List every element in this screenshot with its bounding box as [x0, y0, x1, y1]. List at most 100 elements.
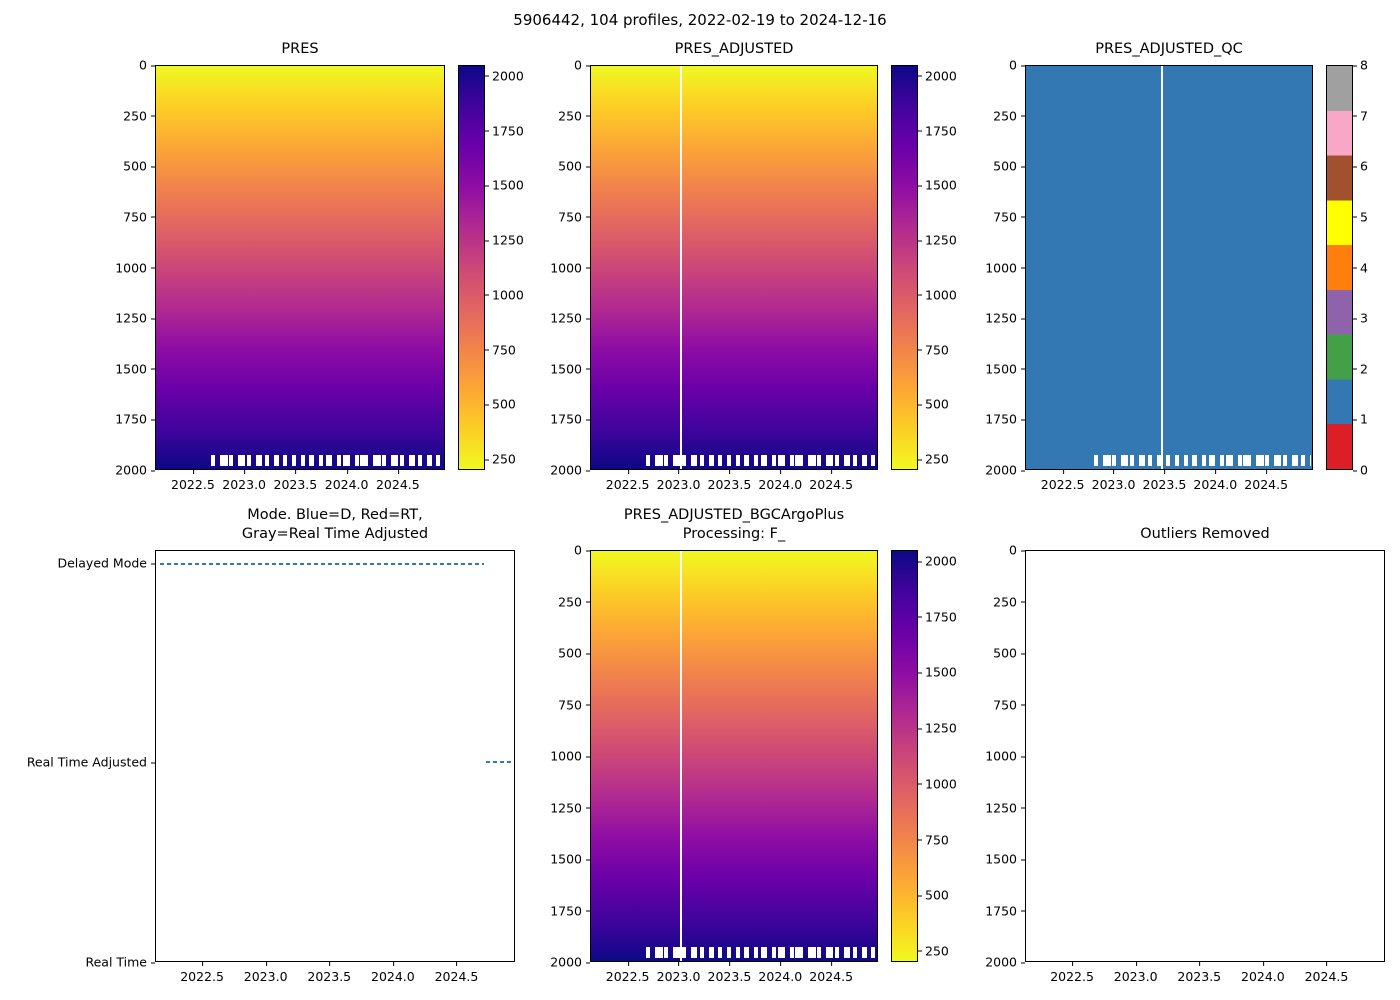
- colorbar-tick-label: 750: [918, 832, 949, 847]
- x-tick-labels-outliers-removed: 2022.5 2023.0 2023.5 2024.0 2024.5: [1025, 962, 1385, 985]
- y-tick-label: 250: [123, 108, 155, 124]
- plot-title-pres-adjusted-qc: PRES_ADJUSTED_QC: [1095, 41, 1243, 58]
- x-tick-label: 2023.5: [307, 962, 352, 984]
- y-tick-label: 0: [574, 542, 590, 558]
- y-tick-label: 1500: [115, 361, 155, 377]
- missing-profile-gap-line: [1161, 66, 1164, 469]
- missing-deep-data-marks: [1093, 455, 1311, 466]
- plot-pres-adjusted-bgc: PRES_ADJUSTED_BGCArgoPlus Processing: F_…: [550, 507, 957, 984]
- y-category-labels-mode: Delayed Mode Real Time Adjusted Real Time: [7, 550, 156, 970]
- figure-title: 5906442, 104 profiles, 2022-02-19 to 202…: [513, 11, 887, 29]
- plot-title-pres-adjusted: PRES_ADJUSTED: [674, 41, 794, 58]
- y-tick-label: 250: [993, 594, 1025, 609]
- y-tick-label: 0: [574, 57, 590, 73]
- y-tick-label: 0: [1009, 542, 1025, 558]
- y-tick-label: 750: [558, 209, 590, 225]
- y-tick-label: 2000: [115, 462, 155, 478]
- y-tick-label: 1000: [550, 260, 590, 275]
- y-tick-label: 1000: [550, 748, 590, 764]
- colorbar-qc-segments: [1326, 65, 1353, 470]
- y-tick-label: 2000: [550, 954, 590, 970]
- x-tick-labels-pres-adjusted: 2022.5 2023.0 2023.5 2024.0 2024.5: [590, 470, 878, 493]
- colorbar-tick-label: 3: [1353, 310, 1368, 326]
- y-tick-label: 1250: [550, 310, 590, 326]
- x-tick-label: 2024.0: [324, 470, 369, 492]
- y-tick-label: 250: [993, 108, 1025, 124]
- plot-title-pres: PRES: [281, 41, 319, 58]
- x-tick-label: 2024.0: [758, 962, 803, 984]
- plot-pres: PRES 0 250 500 750 1000 1250 1500 1750 2000 2022…: [115, 41, 524, 492]
- colorbar-tick-label: 1000: [918, 287, 957, 303]
- colorbar-tick-label: 500: [918, 887, 949, 903]
- y-tick-label: 1000: [115, 260, 155, 275]
- x-tick-label: 2024.0: [371, 962, 415, 984]
- axes-pres-adjusted-bgc: [590, 550, 878, 962]
- plot-title-outliers-removed: Outliers Removed: [1140, 526, 1270, 543]
- x-tick-label: 2023.0: [656, 470, 701, 492]
- colorbar-tick-label: 1250: [918, 720, 957, 736]
- x-tick-label: 2022.5: [1050, 962, 1094, 984]
- y-tick-label: 1000: [985, 260, 1025, 275]
- x-tick-label: 2022.5: [171, 470, 215, 492]
- y-tick-labels-pres: 0 250 500 750 1000 1250 1500 1750 2000: [7, 58, 155, 478]
- x-tick-label: 2024.5: [1304, 962, 1349, 984]
- colorbar-tick-label: 8: [1353, 57, 1368, 73]
- y-tick-label: 1750: [115, 411, 155, 427]
- x-tick-label: 2024.0: [1193, 470, 1238, 492]
- colorbar-tick-label: 1250: [918, 232, 957, 248]
- colorbar-tick-label: 2000: [918, 553, 957, 569]
- y-tick-labels-pres-adjusted: 0 250 500 750 1000 1250 1500 1750 2000: [442, 58, 590, 478]
- axes-outliers-removed: [1025, 550, 1385, 962]
- y-tick-label: 750: [993, 697, 1025, 712]
- y-tick-label: 750: [993, 209, 1025, 225]
- missing-deep-data-marks: [210, 455, 443, 466]
- x-tick-labels-pres-adjusted-qc: 2022.5 2023.0 2023.5 2024.0 2024.5: [1025, 470, 1313, 493]
- y-category-label: Real Time Adjusted: [26, 754, 156, 770]
- colorbar-tick-label: 500: [918, 396, 949, 412]
- missing-deep-data-marks: [645, 947, 876, 958]
- axes-pres-adjusted-qc: [1025, 65, 1313, 470]
- colorbar-tick-label: 750: [918, 342, 949, 358]
- y-tick-label: 750: [123, 209, 155, 225]
- mode-line-segment: [159, 563, 484, 566]
- colorbar-tick-label: 1750: [918, 609, 957, 625]
- y-tick-label: 500: [993, 158, 1025, 174]
- colorbar-gradient-pres-adjusted: [891, 65, 918, 470]
- colorbar-pres-adjusted-bgc: 2000 1750 1500 1250 1000 750 500 250: [891, 550, 957, 962]
- y-category-label: Real Time: [85, 954, 155, 970]
- y-tick-label: 500: [558, 645, 590, 661]
- x-tick-labels-pres: 2022.5 2023.0 2023.5 2024.0 2024.5: [155, 470, 445, 493]
- colorbar-pres: 2000 1750 1500 1250 1000 750 500 250: [458, 65, 524, 470]
- x-tick-label: 2024.5: [809, 470, 854, 492]
- x-tick-label: 2023.0: [222, 470, 267, 492]
- colorbar-qc: 8 7 6 5 4 3 2 1 0: [1326, 58, 1368, 478]
- y-tick-label: 1500: [985, 851, 1025, 867]
- x-tick-label: 2024.0: [1241, 962, 1285, 984]
- y-tick-label: 1750: [550, 411, 590, 427]
- axes-mode: [155, 550, 515, 962]
- y-tick-label: 1750: [985, 903, 1025, 918]
- x-tick-label: 2022.5: [1040, 470, 1085, 492]
- y-tick-label: 1500: [550, 851, 590, 867]
- missing-deep-data-marks: [645, 455, 876, 466]
- colorbar-tick-labels-pres: 2000 1750 1500 1250 1000 750 500 250: [485, 65, 552, 470]
- x-tick-label: 2023.5: [1142, 470, 1187, 492]
- y-tick-label: 1250: [550, 800, 590, 815]
- y-tick-label: 250: [558, 108, 590, 124]
- axes-pres: [155, 65, 445, 470]
- y-tick-label: 1500: [985, 361, 1025, 377]
- missing-profile-gap-line: [679, 66, 682, 469]
- x-tick-label: 2023.5: [273, 470, 318, 492]
- y-category-label: Delayed Mode: [57, 555, 155, 571]
- x-tick-label: 2024.5: [434, 962, 479, 984]
- colorbar-tick-label: 750: [485, 342, 516, 358]
- x-tick-label: 2023.0: [1113, 962, 1158, 984]
- colorbar-gradient-pres-adjusted-bgc: [891, 550, 918, 962]
- colorbar-tick-label: 250: [918, 943, 949, 959]
- y-tick-label: 250: [558, 594, 590, 609]
- y-tick-label: 2000: [985, 954, 1025, 970]
- colorbar-tick-label: 4: [1353, 260, 1368, 275]
- y-tick-label: 0: [139, 57, 155, 73]
- mode-line-segment: [486, 761, 513, 764]
- x-tick-label: 2022.5: [180, 962, 224, 984]
